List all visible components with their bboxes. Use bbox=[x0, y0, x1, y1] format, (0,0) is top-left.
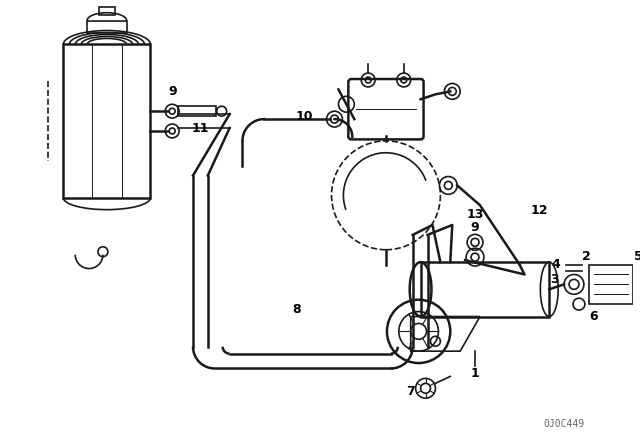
Bar bbox=[589, 265, 634, 304]
Text: 8: 8 bbox=[292, 302, 301, 315]
Text: 12: 12 bbox=[531, 204, 548, 217]
Bar bbox=[87, 21, 127, 33]
Text: 7: 7 bbox=[406, 385, 415, 398]
Text: 10: 10 bbox=[296, 110, 314, 123]
Text: 9: 9 bbox=[168, 85, 177, 98]
Text: 5: 5 bbox=[634, 250, 640, 263]
Bar bbox=[420, 262, 549, 317]
Text: 6: 6 bbox=[589, 310, 598, 323]
Bar bbox=[178, 106, 216, 116]
Text: 2: 2 bbox=[582, 250, 591, 263]
Bar bbox=[63, 44, 150, 198]
Text: 9: 9 bbox=[470, 221, 479, 234]
Text: 13: 13 bbox=[467, 208, 484, 221]
Text: 4: 4 bbox=[552, 258, 561, 271]
Text: 0J0C449: 0J0C449 bbox=[543, 419, 585, 429]
Bar bbox=[99, 7, 115, 15]
Text: 1: 1 bbox=[470, 367, 479, 380]
Text: 11: 11 bbox=[191, 122, 209, 135]
Text: 3: 3 bbox=[550, 273, 559, 286]
